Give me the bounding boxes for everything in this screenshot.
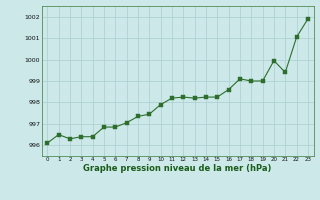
- X-axis label: Graphe pression niveau de la mer (hPa): Graphe pression niveau de la mer (hPa): [84, 164, 272, 173]
